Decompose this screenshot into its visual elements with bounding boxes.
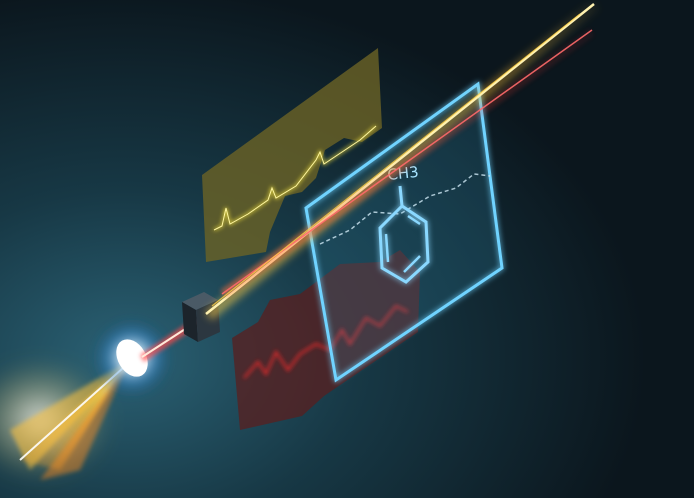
red-spectrum-panel	[232, 250, 420, 430]
output-beams	[205, 2, 600, 320]
molecule-panel: CH3	[304, 81, 504, 383]
yellow-spectrum-panel	[202, 48, 382, 262]
laser-source-icon	[90, 316, 174, 400]
red-spectrum-trace	[243, 304, 409, 379]
benzene-molecule-icon	[378, 185, 430, 284]
